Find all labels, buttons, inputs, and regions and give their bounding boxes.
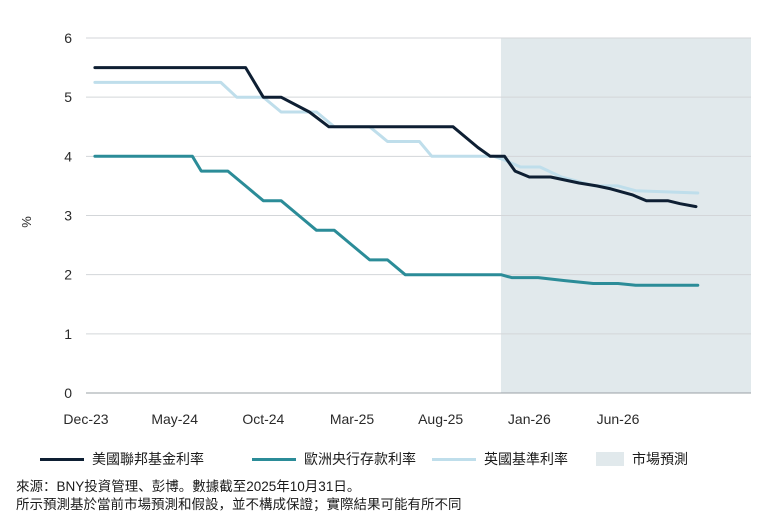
legend-label-ecb: 歐洲央行存款利率 [304, 451, 416, 467]
legend-label-boe: 英國基準利率 [484, 451, 568, 467]
y-axis-ticks: 0 1 2 3 4 5 6 [64, 30, 72, 401]
x-tick-label-3: Mar-25 [330, 411, 375, 427]
x-tick-label-1: May-24 [151, 411, 198, 427]
disclaimer-note: 所示預測基於當前市場預測和假設，並不構成保證；實際結果可能有所不同 [16, 497, 462, 512]
legend-label-forecast: 市場預測 [632, 451, 688, 467]
y-tick-label-4: 4 [64, 148, 72, 164]
rate-chart: 0 1 2 3 4 5 6 Dec-23 May-24 Oct-24 Mar-25 Aug-25 Ja… [19, 30, 751, 427]
legend-item-boe: 英國基準利率 [432, 449, 568, 469]
series-line-0 [93, 66, 698, 209]
legend-swatch-boe [432, 457, 476, 461]
x-axis-ticks: Dec-23 May-24 Oct-24 Mar-25 Aug-25 Jan-26 Jun-… [63, 411, 639, 427]
y-tick-label-2: 2 [64, 267, 72, 283]
series-lines [93, 66, 700, 287]
x-tick-label-2: Oct-24 [242, 411, 284, 427]
source-note: 來源：BNY投資管理、彭博。數據截至2025年10月31日。 [16, 479, 361, 494]
x-tick-label-6: Jun-26 [597, 411, 640, 427]
legend: 美國聯邦基金利率 歐洲央行存款利率 英國基準利率 市場預測 [40, 449, 760, 469]
y-tick-label-1: 1 [64, 326, 72, 342]
y-tick-label-0: 0 [64, 385, 72, 401]
y-tick-label-5: 5 [64, 89, 72, 105]
legend-item-forecast: 市場預測 [596, 449, 688, 469]
legend-item-ecb: 歐洲央行存款利率 [252, 449, 416, 469]
legend-item-fed: 美國聯邦基金利率 [40, 449, 204, 469]
chart-notes: 來源：BNY投資管理、彭博。數據截至2025年10月31日。 所示預測基於當前市… [16, 478, 462, 514]
legend-swatch-ecb [252, 457, 296, 461]
legend-swatch-forecast [596, 452, 624, 466]
legend-swatch-fed [40, 457, 84, 461]
y-axis-label: % [19, 216, 34, 228]
legend-label-fed: 美國聯邦基金利率 [92, 451, 204, 467]
x-tick-label-5: Jan-26 [508, 411, 551, 427]
y-tick-label-6: 6 [64, 30, 72, 46]
y-tick-label-3: 3 [64, 208, 72, 224]
series-line-1 [93, 154, 700, 287]
x-tick-label-4: Aug-25 [418, 411, 463, 427]
x-tick-label-0: Dec-23 [63, 411, 108, 427]
